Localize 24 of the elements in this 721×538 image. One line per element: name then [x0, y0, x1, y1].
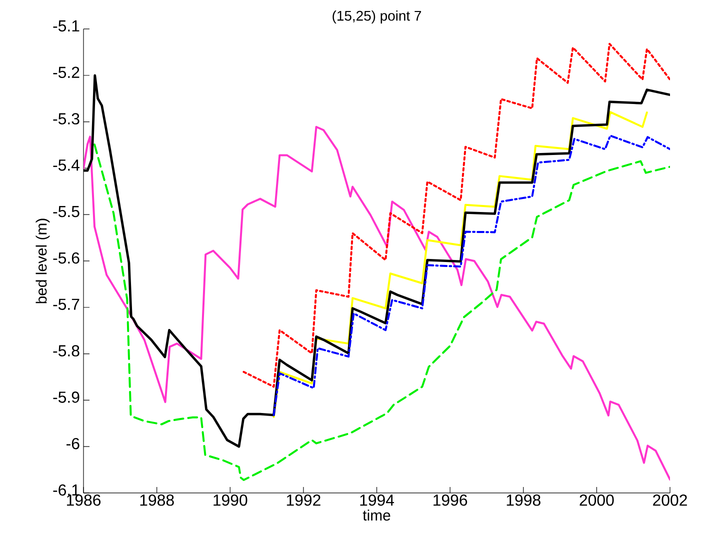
x-tick-label: 1990: [214, 494, 248, 506]
x-tick-label: 1996: [434, 494, 468, 506]
x-tick-label: 2000: [580, 494, 614, 506]
y-tick-label: -5.8: [53, 345, 80, 356]
y-tick-label: -5.4: [53, 160, 80, 171]
y-tick-label: -6: [66, 438, 80, 450]
y-tick-label: -5.9: [53, 392, 80, 403]
x-tick-label: 1998: [506, 494, 540, 506]
y-tick-label: -5.7: [53, 298, 80, 310]
y-tick-label: -6.1: [53, 484, 80, 496]
chart-title: (15,25) point 7: [332, 10, 422, 24]
x-tick-label: 1994: [360, 494, 394, 506]
y-tick-label: -5.3: [53, 113, 80, 124]
x-tick-label: 2002: [653, 494, 687, 506]
y-axis-title: bed level (m): [36, 218, 50, 304]
x-tick-label: 1992: [286, 494, 320, 506]
x-axis-title: time: [362, 510, 390, 521]
y-tick-label: -5.6: [53, 252, 80, 264]
x-tick-label: 1988: [140, 494, 174, 506]
y-tick-label: -5.5: [53, 206, 80, 218]
x-tick-label: 1986: [66, 494, 101, 506]
y-tick-label: -5.1: [53, 20, 80, 32]
y-tick-label: -5.2: [53, 66, 80, 78]
line-series: [242, 42, 670, 388]
